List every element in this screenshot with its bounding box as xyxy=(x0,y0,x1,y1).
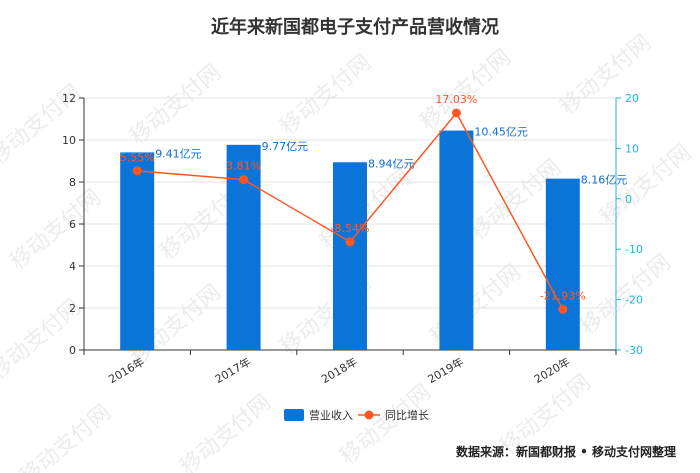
growth-data-label: -21.93% xyxy=(540,289,586,302)
growth-point xyxy=(558,304,568,314)
legend-label-revenue: 营业收入 xyxy=(309,408,353,422)
y-axis-left: 0 2 4 6 8 10 12 xyxy=(62,92,85,357)
bar xyxy=(333,162,367,350)
source-note: 数据来源：新国都财报 • 移动支付网整理 xyxy=(456,444,676,459)
growth-point xyxy=(451,108,461,118)
watermark-text: 移动支付网 xyxy=(6,185,106,275)
watermark-text: 移动支付网 xyxy=(556,30,656,120)
bar-data-label: 9.77亿元 xyxy=(262,140,309,153)
watermark-text: 移动支付网 xyxy=(416,45,516,135)
chart-title: 近年来新国都电子支付产品营收情况 xyxy=(211,16,499,38)
y-right-tick-label: 10 xyxy=(625,142,639,155)
watermark-text: 移动支付网 xyxy=(126,60,226,150)
y-left-tick-label: 12 xyxy=(62,92,76,105)
bar-data-label: 9.41亿元 xyxy=(155,147,202,160)
bar-data-label: 8.94亿元 xyxy=(368,157,415,170)
growth-data-label: 3.81% xyxy=(226,160,261,173)
bar xyxy=(439,130,474,350)
growth-point xyxy=(345,237,355,247)
watermark-text: 移动支付网 xyxy=(16,400,116,473)
growth-data-label: 5.55% xyxy=(120,151,155,164)
y-left-tick-label: 6 xyxy=(69,218,76,231)
bar xyxy=(120,152,155,350)
legend-label-growth: 同比增长 xyxy=(385,408,429,422)
growth-point xyxy=(239,175,249,185)
legend-marker-growth xyxy=(364,410,374,420)
x-tick-label: 2016年 xyxy=(106,354,147,386)
watermark-text: 移动支付网 xyxy=(336,380,436,470)
y-right-tick-label: 20 xyxy=(625,92,639,105)
y-left-tick-label: 4 xyxy=(69,260,76,273)
y-left-tick-label: 8 xyxy=(69,176,76,189)
legend: 营业收入 同比增长 xyxy=(284,408,429,422)
growth-data-label: 17.03% xyxy=(435,93,477,106)
y-right-tick-label: -10 xyxy=(625,243,643,256)
x-tick-label: 2018年 xyxy=(319,354,360,386)
y-right-tick-label: -20 xyxy=(625,294,643,307)
watermark-text: 移动支付网 xyxy=(276,50,376,140)
line-series: 5.55% 3.81% -8.54% 17.03% -21.93% xyxy=(120,93,586,314)
growth-point xyxy=(132,166,142,176)
y-right-tick-label: 0 xyxy=(625,193,632,206)
x-tick-label: 2017年 xyxy=(212,354,253,386)
growth-data-label: -8.54% xyxy=(331,222,370,235)
bar xyxy=(545,178,580,350)
bar-data-label: 10.45亿元 xyxy=(474,126,528,139)
y-left-tick-label: 2 xyxy=(69,302,76,315)
bar-data-label: 8.16亿元 xyxy=(581,174,628,187)
y-right-tick-label: -30 xyxy=(625,344,643,357)
bar-series: 9.41亿元 9.77亿元 8.94亿元 10.45亿元 8.16亿元 xyxy=(120,126,627,350)
x-axis: 2016年 2017年 2018年 2019年 2020年 xyxy=(83,349,617,386)
y-left-tick-label: 10 xyxy=(62,134,76,147)
y-left-tick-label: 0 xyxy=(69,344,76,357)
legend-swatch-revenue xyxy=(284,409,304,421)
watermark-text: 移动支付网 xyxy=(176,390,276,473)
x-tick-label: 2019年 xyxy=(425,354,466,386)
y-axis-right: -30 -20 -10 0 10 20 xyxy=(615,92,643,357)
